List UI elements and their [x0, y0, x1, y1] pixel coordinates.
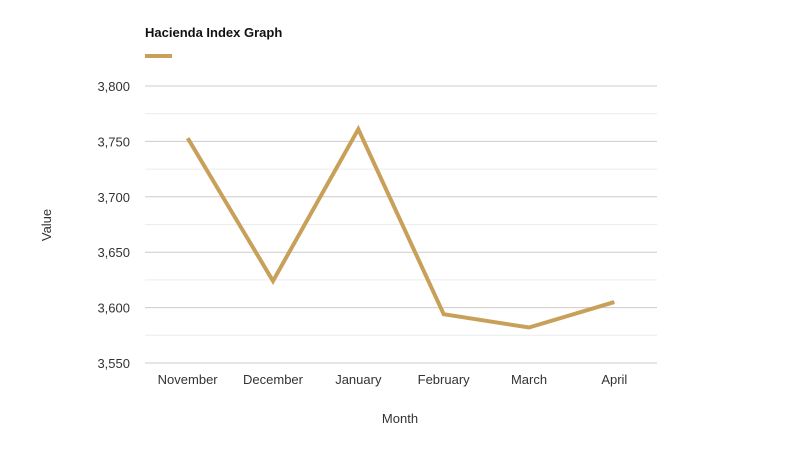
- x-tick-label: April: [601, 372, 627, 387]
- x-tick-label: January: [335, 372, 382, 387]
- y-tick-label: 3,700: [97, 190, 130, 205]
- x-axis-label: Month: [382, 411, 418, 426]
- x-tick-label: March: [511, 372, 547, 387]
- chart-title: Hacienda Index Graph: [145, 25, 282, 40]
- y-tick-label: 3,800: [97, 79, 130, 94]
- y-axis-label: Value: [39, 209, 54, 241]
- y-tick-label: 3,750: [97, 134, 130, 149]
- x-tick-label: December: [243, 372, 304, 387]
- legend-swatch: [145, 54, 172, 58]
- x-tick-label: November: [158, 372, 219, 387]
- y-tick-label: 3,550: [97, 356, 130, 371]
- series-line: [185, 124, 615, 330]
- y-axis-ticks: 3,550 3,600 3,650 3,700 3,750 3,800: [97, 79, 130, 371]
- grid: [145, 85, 657, 364]
- y-tick-label: 3,600: [97, 301, 130, 316]
- x-tick-label: February: [418, 372, 471, 387]
- x-axis-ticks: November December January February March Apri…: [158, 372, 628, 387]
- series: [185, 124, 615, 330]
- y-tick-label: 3,650: [97, 245, 130, 260]
